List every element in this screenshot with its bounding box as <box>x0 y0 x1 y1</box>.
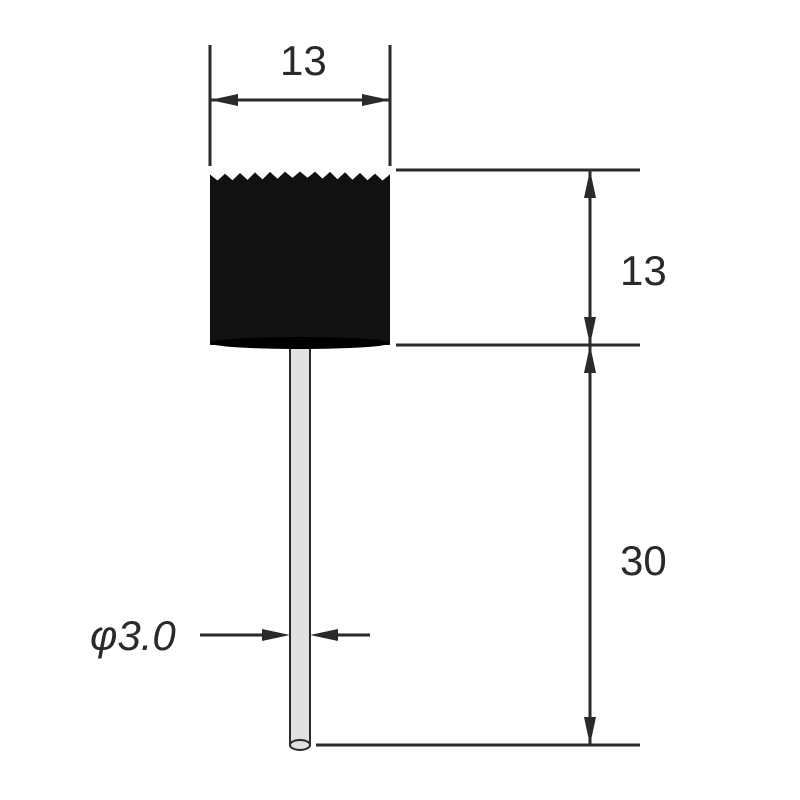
label-head-width: 13 <box>280 37 327 84</box>
technical-drawing: 13 13 30 φ3.0 <box>0 0 800 800</box>
label-head-height: 13 <box>620 247 667 294</box>
label-shaft-length: 30 <box>620 537 667 584</box>
shaft <box>290 340 310 745</box>
abrasive-head <box>210 172 390 346</box>
label-shaft-diameter: φ3.0 <box>90 612 176 659</box>
